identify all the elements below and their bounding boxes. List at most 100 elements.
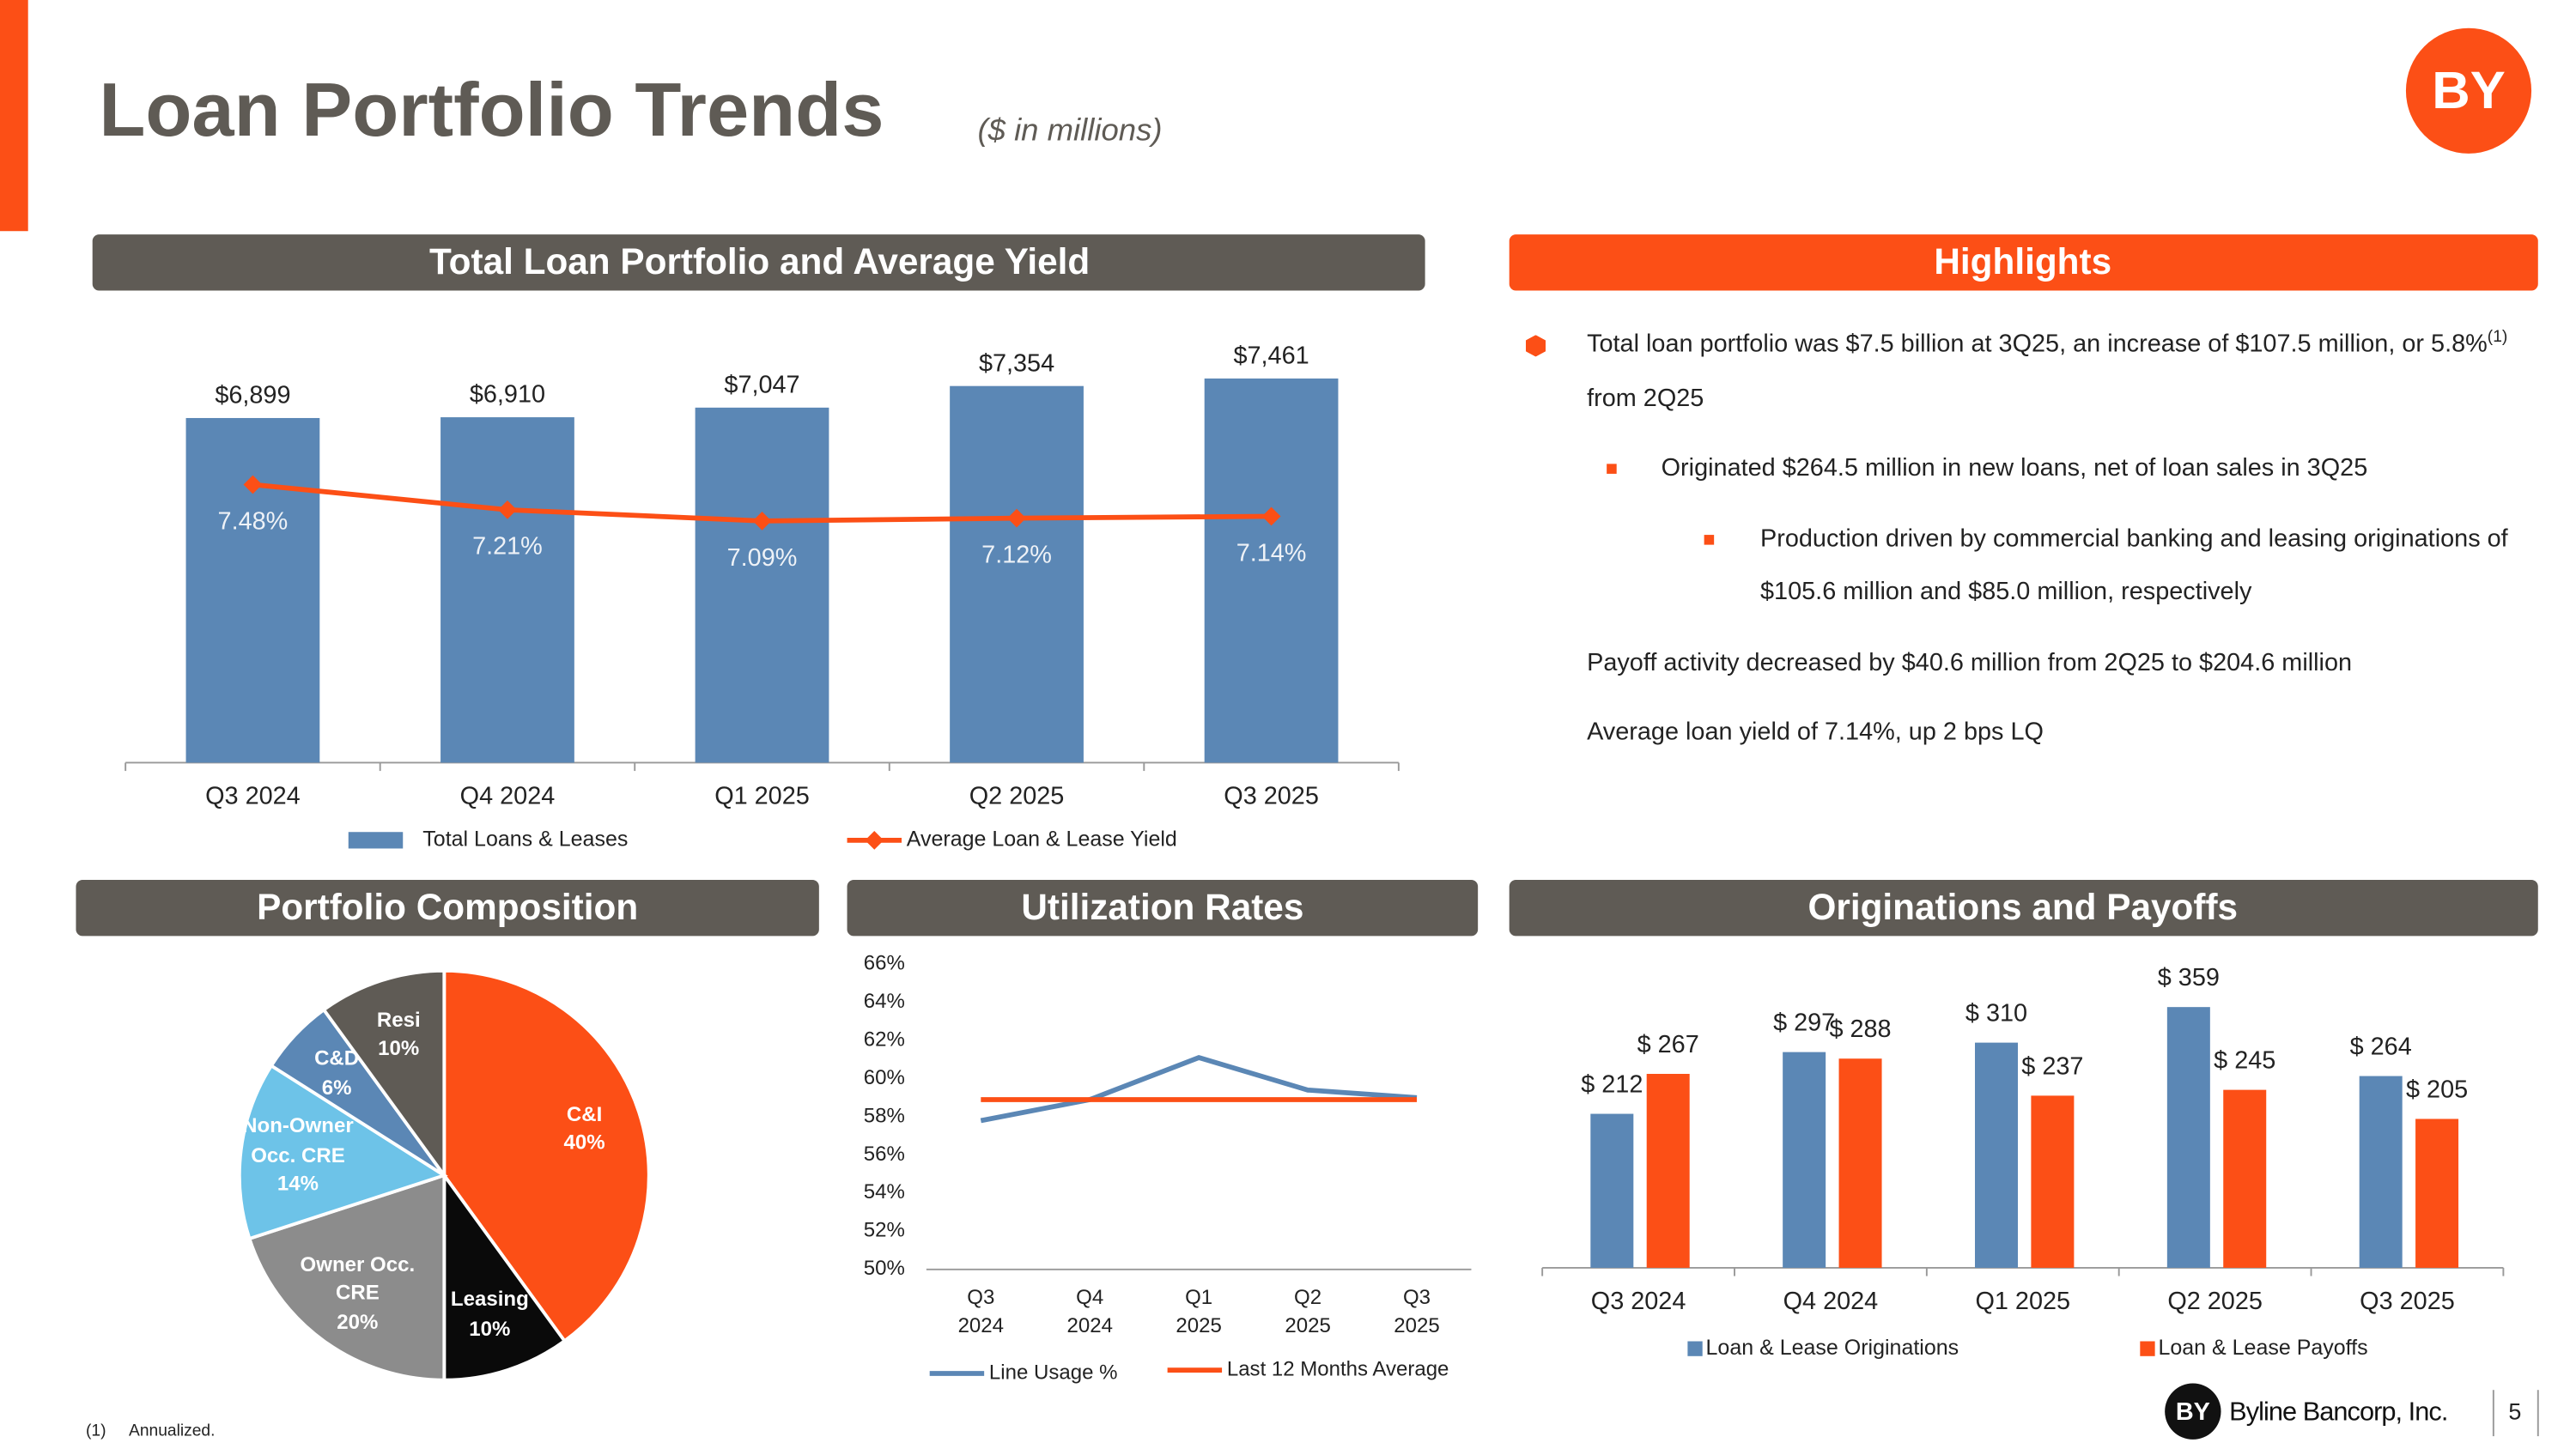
data-label: 7.14% xyxy=(1236,539,1307,567)
x-tick-label: Q2 2025 xyxy=(969,782,1065,809)
data-label: $ 288 xyxy=(1829,1016,1891,1043)
pie-slice xyxy=(237,1063,448,1241)
x-tick-label: Q2 2025 xyxy=(1285,1286,1331,1337)
footer-logo xyxy=(2165,1383,2221,1440)
data-label: $ 264 xyxy=(2350,1033,2412,1060)
pie-label: Non-Owner Occ. CRE 14% xyxy=(223,1113,372,1200)
page-subtitle: ($ in millions) xyxy=(977,112,1162,148)
y-tick-label: 52% xyxy=(864,1219,905,1242)
legend-label: Last 12 Months Average xyxy=(1227,1358,1449,1381)
legend-label: Loan & Lease Payoffs xyxy=(2158,1336,2367,1360)
pie-category: Non-Owner Occ. CRE xyxy=(242,1114,354,1167)
accent-bar xyxy=(0,0,28,232)
data-label: $ 205 xyxy=(2406,1076,2468,1103)
legend-label: Average Loan & Lease Yield xyxy=(907,827,1177,851)
logo xyxy=(2405,27,2532,154)
x-tick-label: Q3 2024 xyxy=(957,1286,1005,1337)
pie-slice xyxy=(321,968,447,1181)
line xyxy=(980,1054,1418,1124)
data-label: $ 245 xyxy=(2214,1047,2275,1075)
data-label: 7.12% xyxy=(981,541,1052,568)
bullet-line: Production driven by commercial banking … xyxy=(1760,512,2560,620)
bullet-text: from 2Q25 xyxy=(1587,384,1704,412)
pie-value: 20% xyxy=(337,1310,379,1334)
panel-title: Portfolio Composition xyxy=(257,887,638,927)
panel-header xyxy=(1509,234,2538,291)
pie-category: Leasing xyxy=(450,1288,529,1312)
x-tick-label: Q2 2025 xyxy=(2167,1288,2263,1315)
x-tick-label: Q3 2025 xyxy=(2360,1288,2455,1315)
y-tick-label: 66% xyxy=(864,951,905,974)
page-title: Loan Portfolio Trends xyxy=(99,67,884,152)
sub-bullets: Originated $264.5 million in new loans, … xyxy=(1587,442,2560,620)
pie-value: 6% xyxy=(321,1076,352,1100)
pie-label: Resi 10% xyxy=(325,1006,473,1064)
page-number: 5 xyxy=(2508,1398,2521,1424)
y-tick-label: 60% xyxy=(864,1066,905,1089)
logo-text: BY xyxy=(2432,61,2505,120)
footnote-ref: (1) xyxy=(2487,328,2508,347)
company-name: Byline Bancorp, Inc. xyxy=(2229,1396,2447,1426)
data-label: $7,354 xyxy=(979,349,1054,377)
bullet-marker xyxy=(1704,534,1715,544)
panel-title: Highlights xyxy=(1934,241,2111,282)
pie-value: 10% xyxy=(469,1317,511,1341)
bullet-text: Production driven by commercial banking … xyxy=(1760,524,2508,606)
pie-slice xyxy=(247,1173,447,1382)
panel-header xyxy=(847,880,1479,937)
pie-slice xyxy=(442,968,651,1343)
y-tick-label: 64% xyxy=(864,990,905,1013)
bullet-text: Payoff activity decreased by $40.6 milli… xyxy=(1587,647,2353,676)
line-marker xyxy=(1007,508,1026,528)
bar xyxy=(1590,1113,1634,1268)
footnote-marker: (1) xyxy=(86,1422,106,1440)
data-label: $ 359 xyxy=(2158,964,2220,991)
bullet-line: Payoff activity decreased by $40.6 milli… xyxy=(1587,636,2560,690)
x-tick-label: Q3 2025 xyxy=(1394,1286,1440,1337)
bullet-text: Originated $264.5 million in new loans, … xyxy=(1661,453,2368,482)
line-marker xyxy=(498,500,517,519)
bar xyxy=(1783,1052,1826,1268)
pie-value: 40% xyxy=(563,1131,605,1155)
panel-title: Utilization Rates xyxy=(1021,887,1303,927)
x-tick-label: Q4 2024 xyxy=(1066,1286,1113,1337)
y-tick-label: 56% xyxy=(864,1143,905,1166)
bullet-marker xyxy=(1525,335,1546,357)
panel-header xyxy=(92,234,1425,291)
line-marker xyxy=(1261,506,1281,526)
bullet-line: Average loan yield of 7.14%, up 2 bps LQ xyxy=(1587,706,2560,761)
sub-bullets: Production driven by commercial banking … xyxy=(1662,512,2560,620)
bullet-item: Production driven by commercial banking … xyxy=(1662,512,2560,620)
bar xyxy=(2031,1095,2075,1268)
panel-title: Originations and Payoffs xyxy=(1807,887,2238,927)
pie-label: Leasing 10% xyxy=(416,1287,564,1344)
x-tick-label: Q1 2025 xyxy=(714,782,810,809)
x-tick-label: Q4 2024 xyxy=(460,782,556,809)
legend-swatch xyxy=(1687,1341,1703,1356)
bullet-marker xyxy=(1607,464,1617,474)
data-label: $ 267 xyxy=(1637,1031,1699,1058)
bar xyxy=(1646,1074,1690,1268)
pie-category: C&D xyxy=(314,1046,360,1070)
bar xyxy=(2415,1119,2459,1268)
data-label: $ 212 xyxy=(1581,1070,1643,1098)
data-label: 7.09% xyxy=(727,544,798,572)
panel-title: Total Loan Portfolio and Average Yield xyxy=(429,241,1090,282)
bullet-text: Average loan yield of 7.14%, up 2 bps LQ xyxy=(1587,718,2044,747)
data-label: $ 297 xyxy=(1773,1009,1835,1037)
pie-value: 14% xyxy=(276,1172,319,1196)
data-label: $7,461 xyxy=(1233,343,1309,370)
legend-swatch xyxy=(348,832,404,849)
data-label: 7.21% xyxy=(472,533,543,561)
legend-label: Total Loans & Leases xyxy=(422,827,628,851)
data-label: $7,047 xyxy=(724,371,799,398)
data-label: $ 310 xyxy=(1965,1000,2027,1028)
x-tick-label: Q3 2025 xyxy=(1224,782,1319,809)
x-tick-label: Q3 2024 xyxy=(1591,1288,1686,1315)
pie-category: Owner Occ. CRE xyxy=(300,1252,416,1305)
y-tick-label: 58% xyxy=(864,1104,905,1127)
bullet-item: Payoff activity decreased by $40.6 milli… xyxy=(1519,335,2560,690)
legend-swatch xyxy=(865,830,884,850)
